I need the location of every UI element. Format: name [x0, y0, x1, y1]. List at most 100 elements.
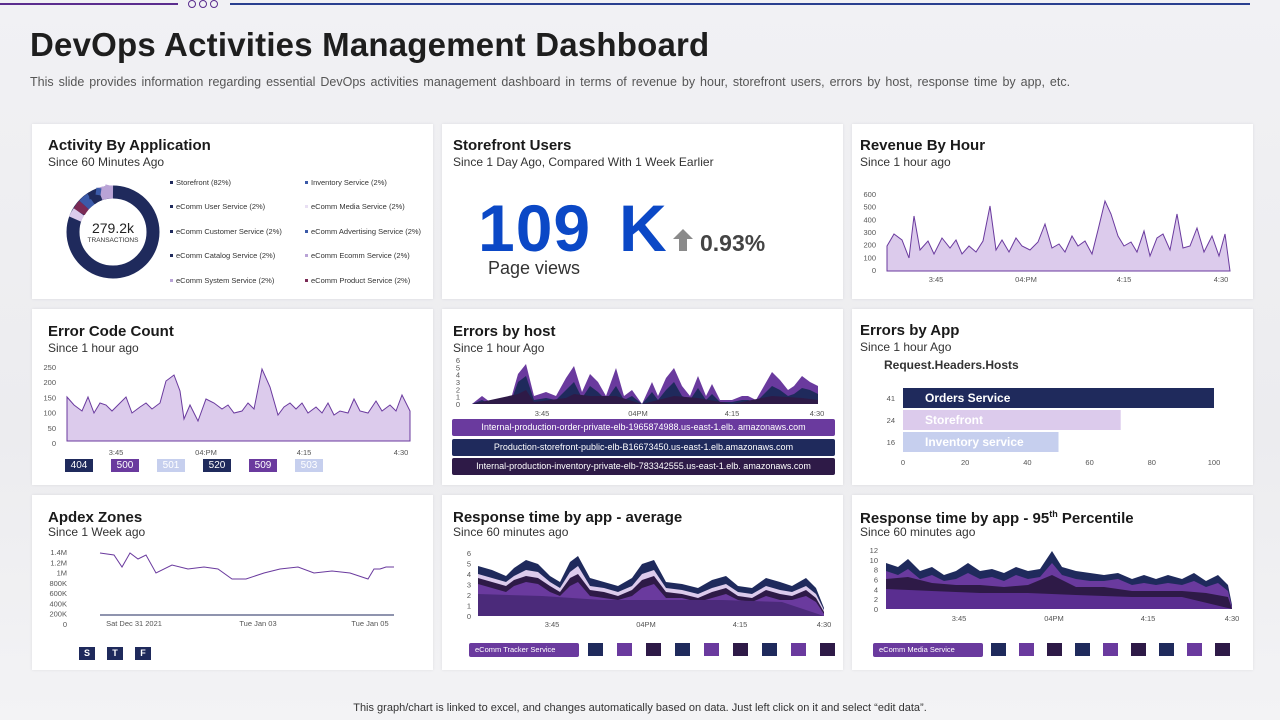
legend-square[interactable] — [1047, 643, 1062, 656]
y-tick-label: 1M — [57, 569, 67, 578]
host-legend-item[interactable]: Internal-production-inventory-private-el… — [452, 458, 835, 475]
legend-label: eComm User Service (2%) — [176, 202, 266, 212]
errors-app-bar[interactable] — [903, 432, 1059, 452]
x-tick-label: 3:45 — [109, 448, 124, 457]
legend-swatch — [305, 254, 308, 258]
legend-square[interactable] — [1131, 643, 1146, 656]
top-decoration — [0, 0, 1280, 10]
legend-item: eComm Media Service (2%) — [305, 201, 440, 214]
legend-square[interactable] — [733, 643, 748, 656]
revenue-card[interactable]: Revenue By Hour Since 1 hour ago 600 500 4… — [852, 124, 1253, 299]
errors-app-bar-count: 24 — [887, 416, 895, 425]
errors-app-card[interactable]: Errors by App Since 1 hour Ago Request.H… — [852, 309, 1253, 485]
error-code-card[interactable]: Error Code Count Since 1 hour ago 250 200… — [32, 309, 433, 485]
apdex-card[interactable]: Apdex Zones Since 1 Week ago 1.4M 1.2M 1M 8… — [32, 495, 433, 670]
apdex-zone-button[interactable]: T — [107, 647, 123, 660]
y-tick-label: 500 — [863, 203, 876, 212]
legend-swatch — [170, 278, 173, 282]
errors-app-bar[interactable] — [903, 410, 1121, 430]
y-tick-label: 1 — [467, 602, 471, 611]
legend-square[interactable] — [762, 643, 777, 656]
error-code-chart[interactable]: 250 200 150 100 50 0 3:45 04:PM 4:15 4:30 — [32, 359, 427, 459]
y-tick-label: 200 — [863, 241, 876, 250]
response-avg-legend-pill[interactable]: eComm Tracker Service — [469, 643, 579, 657]
y-tick-label: 3 — [467, 581, 471, 590]
legend-square[interactable] — [1103, 643, 1118, 656]
x-tick-label: 4:30 — [810, 409, 825, 418]
legend-square[interactable] — [675, 643, 690, 656]
dot — [210, 0, 218, 8]
card-subtitle: Since 60 minutes ago — [860, 525, 976, 539]
card-title: Revenue By Hour — [860, 137, 986, 154]
legend-label: Storefront (82%) — [176, 177, 232, 187]
x-tick-label: 4:30 — [1225, 614, 1240, 623]
legend-swatch — [170, 254, 173, 258]
page-subtitle: This slide provides information regardin… — [30, 75, 1071, 89]
legend-item: eComm User Service (2%) — [170, 201, 305, 214]
response-avg-card[interactable]: Response time by app - average Since 60 … — [442, 495, 843, 670]
legend-square[interactable] — [1159, 643, 1174, 656]
apdex-zone-button[interactable]: S — [79, 647, 95, 660]
legend-square[interactable] — [1215, 643, 1230, 656]
legend-square[interactable] — [704, 643, 719, 656]
card-subtitle: Since 1 hour ago — [48, 341, 139, 355]
x-tick-label: 4:15 — [297, 448, 312, 457]
legend-square[interactable] — [617, 643, 632, 656]
error-code-area — [66, 367, 411, 442]
host-legend-item[interactable]: Production-storefront-public-elb-B166734… — [452, 438, 835, 456]
y-tick-label: 200 — [43, 378, 56, 387]
y-tick-label: 5 — [467, 560, 471, 569]
legend-label: eComm Customer Service (2%) — [176, 226, 282, 236]
title-tail: Percentile — [1057, 510, 1134, 527]
response-95-legend-pill[interactable]: eComm Media Service — [873, 643, 983, 657]
x-tick-label: 4:15 — [725, 409, 740, 418]
legend-square[interactable] — [1019, 643, 1034, 656]
legend-square[interactable] — [1187, 643, 1202, 656]
y-tick-label: 150 — [43, 393, 56, 402]
donut-chart[interactable]: 279.2k TRANSACTIONS — [62, 181, 172, 291]
y-tick-label: 4 — [456, 371, 460, 380]
storefront-card[interactable]: Storefront Users Since 1 Day Ago, Compar… — [442, 124, 843, 299]
errors-app-chart[interactable]: Orders Service 41 Storefront 24 Inventory se… — [852, 381, 1247, 481]
error-code-badge[interactable]: 503 — [295, 459, 323, 472]
legend-item: eComm Product Service (2%) — [305, 274, 440, 287]
legend-square[interactable] — [646, 643, 661, 656]
legend-square[interactable] — [991, 643, 1006, 656]
x-tick-label: 80 — [1148, 458, 1156, 467]
x-tick-label: 3:45 — [952, 614, 967, 623]
response-95-card[interactable]: Response time by app - 95th Percentile S… — [852, 495, 1253, 670]
legend-label: eComm Catalog Service (2%) — [176, 251, 276, 261]
y-tick-label: 50 — [48, 424, 56, 433]
x-tick-label: 04PM — [636, 620, 656, 629]
legend-square[interactable] — [791, 643, 806, 656]
card-subtitle: Since 1 Week ago — [48, 525, 146, 539]
y-tick-label: 6 — [874, 576, 878, 585]
y-tick-label: 400K — [49, 599, 67, 608]
legend-square[interactable] — [1075, 643, 1090, 656]
legend-square[interactable] — [588, 643, 603, 656]
host-legend-item[interactable]: Internal-production-order-private-elb-19… — [452, 419, 835, 436]
page-title: DevOps Activities Management Dashboard — [30, 26, 710, 63]
error-code-badge[interactable]: 500 — [111, 459, 139, 472]
legend-square[interactable] — [820, 643, 835, 656]
response-avg-chart[interactable]: 6 54 32 10 3:45 04PM 4:15 4:30 — [442, 548, 837, 638]
y-tick-label: 0 — [52, 439, 56, 448]
errors-app-bar-label: Inventory service — [925, 435, 1024, 449]
errors-app-chart-title: Request.Headers.Hosts — [884, 358, 1019, 372]
apdex-zone-button[interactable]: F — [135, 647, 151, 660]
errors-app-bar[interactable] — [903, 388, 1214, 408]
revenue-chart[interactable]: 600 500 400 300 200 100 0 3:45 04:PM 4:15 4:30 — [852, 186, 1247, 296]
error-code-badge[interactable]: 404 — [65, 459, 93, 472]
revenue-area — [886, 199, 1231, 272]
activity-card[interactable]: Activity By Application Since 60 Minutes… — [32, 124, 433, 299]
donut-segment — [79, 193, 95, 210]
error-code-badge[interactable]: 509 — [249, 459, 277, 472]
error-code-badge[interactable]: 520 — [203, 459, 231, 472]
y-tick-label: 600 — [863, 190, 876, 199]
card-subtitle: Since 1 hour Ago — [453, 341, 545, 355]
error-code-badge[interactable]: 501 — [157, 459, 185, 472]
